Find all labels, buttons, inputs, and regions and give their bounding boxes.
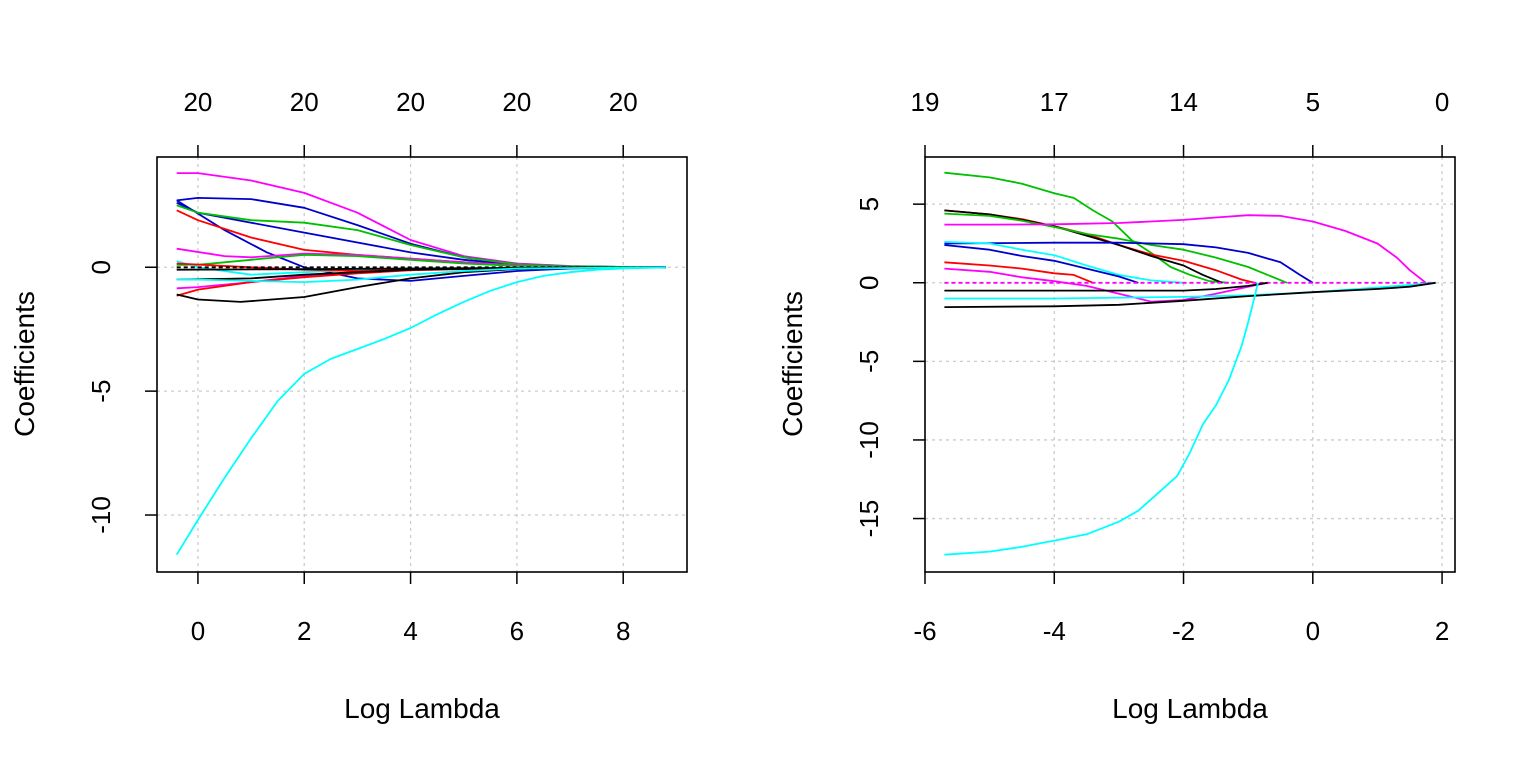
coefficient-line (944, 282, 1259, 556)
plot-frame (924, 156, 1456, 573)
x-tick-label: -4 (1043, 616, 1066, 646)
coefficient-line (176, 266, 666, 303)
coefficient-line (944, 261, 1094, 284)
ridge-coefficient-plot: 0 2 4 6 8 0 -5 -10 20 20 20 20 20 Log Lambda Coeffic… (9, 87, 688, 724)
coefficient-line (176, 254, 666, 269)
df-tick-label: 20 (396, 87, 425, 117)
coefficient-line (944, 281, 1436, 308)
y-tick-label: -10 (86, 496, 116, 534)
x-axis-title: Log Lambda (1112, 693, 1268, 724)
y-tick-label: -5 (854, 350, 884, 373)
y-tick-label: 0 (86, 260, 116, 274)
coefficient-line (944, 209, 1223, 284)
coefficient-line (176, 266, 666, 283)
lasso-coefficient-plot: -6 -4 -2 0 2 5 0 -5 -10 -15 19 17 14 5 0 Log Lambda Co… (777, 87, 1456, 724)
y-axis-title: Coefficients (9, 291, 40, 437)
x-tick-label: 6 (510, 616, 524, 646)
coefficient-line (944, 214, 1427, 284)
y-tick-label: -15 (854, 500, 884, 538)
x-tick-label: 2 (1435, 616, 1449, 646)
x-tick-label: 8 (616, 616, 630, 646)
df-tick-label: 5 (1306, 87, 1320, 117)
coefficient-line (944, 212, 1288, 284)
df-tick-label: 20 (502, 87, 531, 117)
coefficient-lines (175, 172, 666, 556)
df-tick-label: 19 (911, 87, 940, 117)
coefficient-line (944, 241, 1184, 284)
df-tick-label: 20 (183, 87, 212, 117)
coefficient-line (944, 171, 1229, 284)
x-tick-label: 4 (403, 616, 417, 646)
x-axis-title: Log Lambda (344, 693, 500, 724)
axes: 0 2 4 6 8 0 -5 -10 20 20 20 20 20 (86, 87, 638, 646)
y-tick-label: 5 (854, 197, 884, 211)
coefficient-lines (944, 171, 1436, 556)
y-axis-title: Coefficients (777, 291, 808, 437)
coefficient-line (176, 247, 666, 269)
x-tick-label: 0 (1306, 616, 1320, 646)
coefficient-line (944, 281, 1268, 292)
coefficient-line (176, 199, 666, 282)
x-tick-label: -2 (1172, 616, 1195, 646)
coefficient-line (175, 266, 666, 556)
df-tick-label: 0 (1435, 87, 1449, 117)
y-tick-label: 0 (854, 276, 884, 290)
x-tick-label: 2 (297, 616, 311, 646)
y-tick-label: -5 (86, 380, 116, 403)
coefficient-line (944, 267, 1268, 303)
x-tick-label: 0 (191, 616, 205, 646)
axes: -6 -4 -2 0 2 5 0 -5 -10 -15 19 17 14 5 0 (854, 87, 1449, 646)
coefficient-line (944, 244, 1139, 284)
df-tick-label: 17 (1040, 87, 1069, 117)
df-tick-label: 20 (609, 87, 638, 117)
coefficient-line (944, 241, 1314, 284)
df-tick-label: 14 (1169, 87, 1198, 117)
plot-frame (156, 156, 688, 573)
df-tick-label: 20 (290, 87, 319, 117)
x-tick-label: -6 (913, 616, 936, 646)
y-tick-label: -10 (854, 421, 884, 459)
